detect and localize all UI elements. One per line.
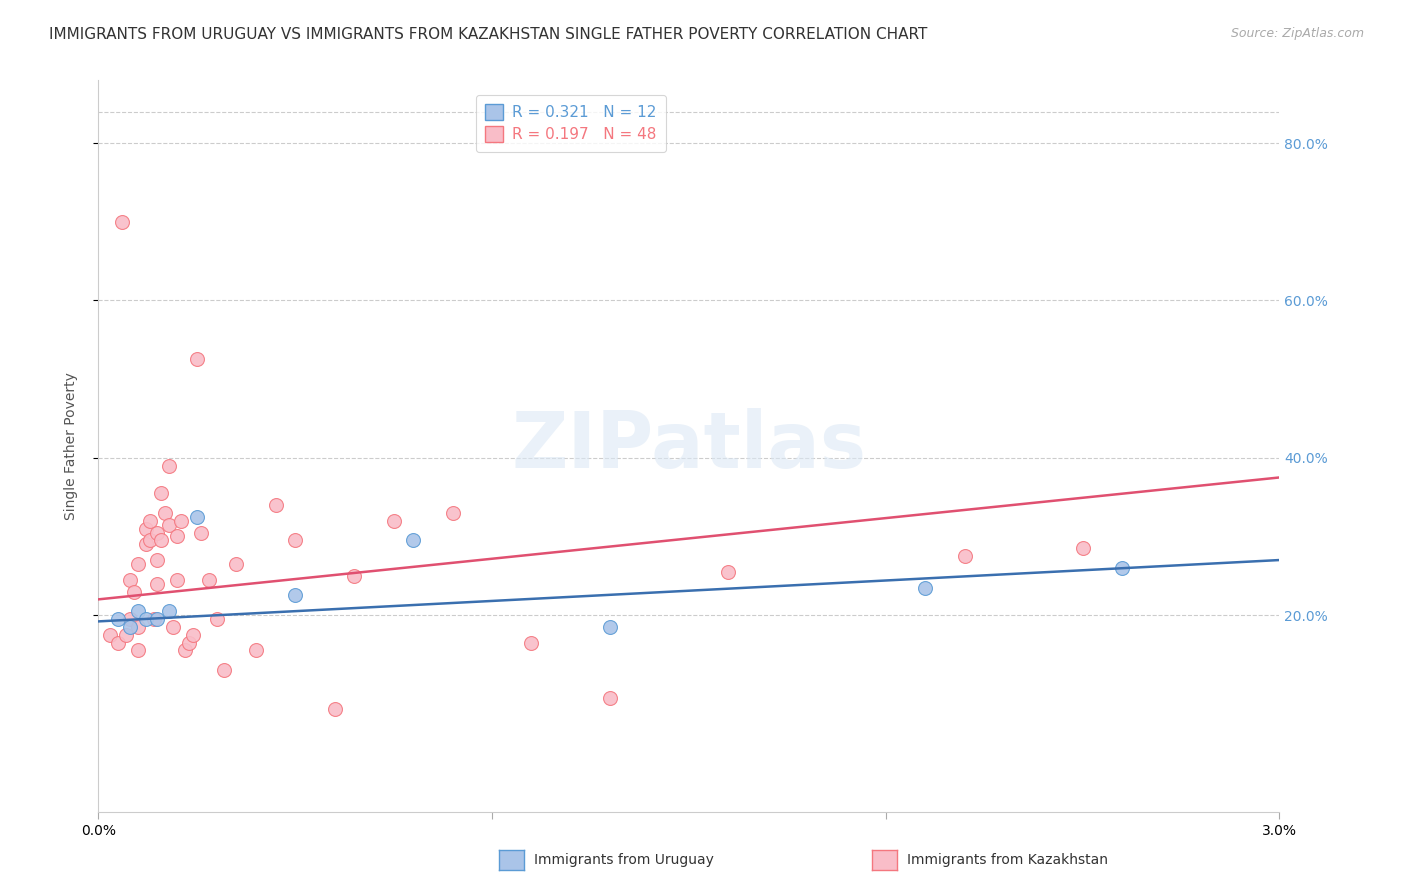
Point (138, 533, 160, 548)
Point (166, 573, 188, 587)
Point (177, 635, 200, 649)
Point (107, 635, 129, 649)
Text: Immigrants from Kazakhstan: Immigrants from Kazakhstan (907, 853, 1108, 867)
Point (174, 643, 197, 657)
Point (146, 525, 169, 540)
Point (150, 533, 173, 548)
Point (382, 514, 405, 528)
Point (146, 553, 169, 567)
Point (157, 517, 180, 532)
Point (111, 215, 134, 229)
Point (150, 486, 173, 500)
Point (186, 352, 208, 367)
Point (264, 498, 287, 512)
Point (323, 702, 346, 716)
Point (190, 525, 212, 540)
Point (284, 533, 307, 548)
Point (520, 635, 543, 649)
Point (127, 643, 149, 657)
Point (127, 604, 149, 618)
Point (599, 690, 621, 705)
Point (1111, 561, 1133, 575)
Point (166, 529, 188, 543)
Text: Source: ZipAtlas.com: Source: ZipAtlas.com (1230, 27, 1364, 40)
Point (146, 576, 169, 591)
Point (162, 620, 184, 634)
Point (953, 549, 976, 563)
Point (225, 557, 247, 571)
Point (118, 612, 141, 626)
Point (127, 557, 149, 571)
Point (122, 584, 145, 599)
Point (914, 581, 936, 595)
Text: IMMIGRANTS FROM URUGUAY VS IMMIGRANTS FROM KAZAKHSTAN SINGLE FATHER POVERTY CORR: IMMIGRANTS FROM URUGUAY VS IMMIGRANTS FR… (49, 27, 928, 42)
Text: ZIPatlas: ZIPatlas (512, 408, 866, 484)
Point (1071, 541, 1094, 556)
Point (441, 506, 464, 520)
Point (181, 628, 204, 642)
Legend: R = 0.321   N = 12, R = 0.197   N = 48: R = 0.321 N = 12, R = 0.197 N = 48 (475, 95, 666, 152)
Point (107, 612, 129, 626)
Point (118, 573, 141, 587)
Point (155, 506, 177, 520)
Point (138, 514, 160, 528)
Point (214, 663, 236, 677)
Point (142, 612, 165, 626)
Point (284, 589, 307, 603)
Point (157, 458, 180, 473)
Point (118, 620, 141, 634)
Point (146, 612, 169, 626)
Point (205, 612, 228, 626)
Point (343, 568, 366, 582)
Point (115, 628, 138, 642)
Point (157, 604, 180, 618)
Point (135, 522, 157, 536)
Point (197, 573, 219, 587)
Point (170, 514, 193, 528)
Point (402, 533, 425, 548)
Point (599, 620, 621, 634)
Point (135, 537, 157, 551)
Point (717, 565, 740, 579)
Point (127, 620, 149, 634)
Point (186, 509, 208, 524)
Point (245, 643, 267, 657)
Point (98, 628, 121, 642)
Y-axis label: Single Father Poverty: Single Father Poverty (63, 372, 77, 520)
Text: Immigrants from Uruguay: Immigrants from Uruguay (534, 853, 714, 867)
Point (135, 612, 157, 626)
